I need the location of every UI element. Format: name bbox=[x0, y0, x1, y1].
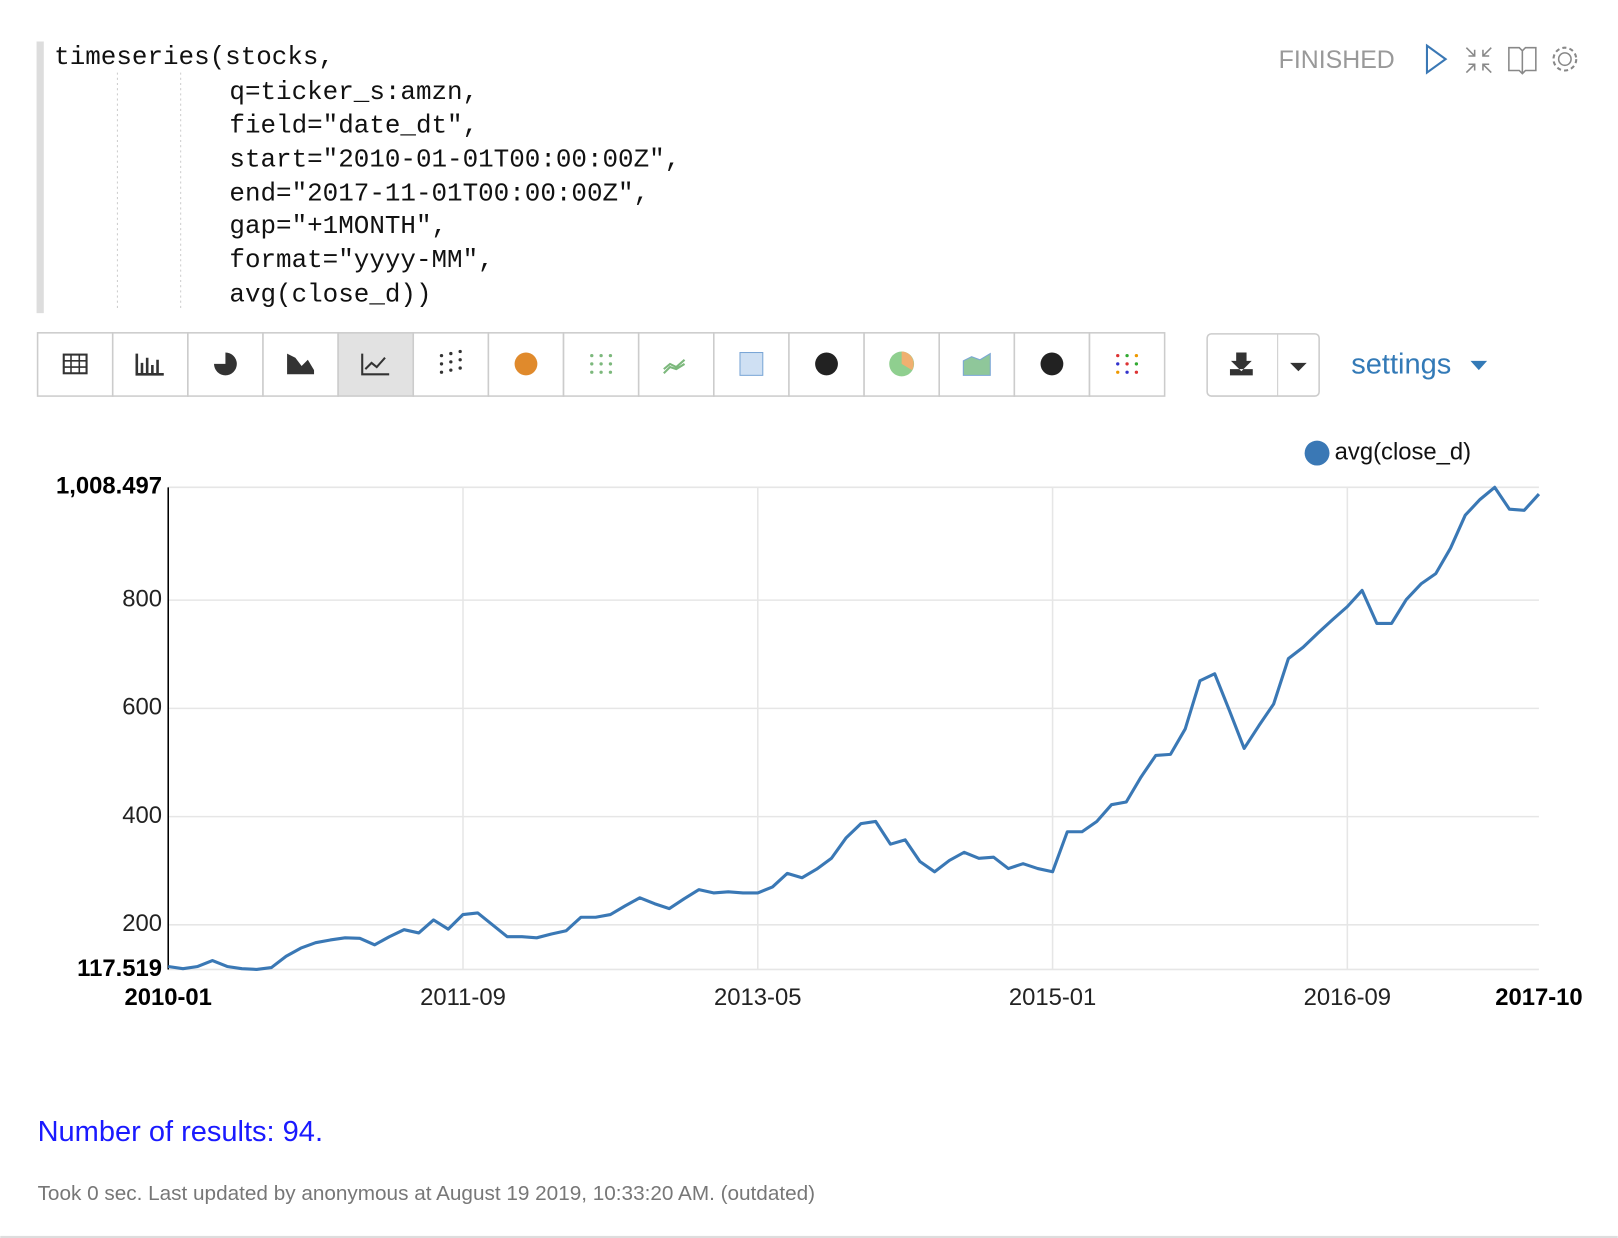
icon bbox=[515, 353, 538, 376]
legend-swatch[interactable] bbox=[1305, 441, 1330, 466]
code-line: format="yyyy-MM", bbox=[229, 245, 493, 275]
chart-toolbar bbox=[38, 333, 1165, 396]
legend-label[interactable]: avg(close_d) bbox=[1335, 438, 1471, 465]
button-icon bbox=[740, 353, 763, 376]
icon bbox=[440, 354, 443, 357]
icon bbox=[449, 360, 452, 363]
y-tick-label: 800 bbox=[122, 585, 162, 612]
icon bbox=[459, 366, 462, 369]
icon bbox=[599, 371, 602, 374]
icon bbox=[740, 353, 763, 376]
icon bbox=[599, 354, 602, 357]
x-tick-label: 2013-05 bbox=[714, 984, 801, 1011]
chart-type-button[interactable] bbox=[338, 333, 413, 396]
icon bbox=[590, 371, 593, 374]
line bbox=[168, 487, 1539, 969]
icon bbox=[440, 362, 443, 365]
icon bbox=[449, 352, 452, 355]
code-line: field="date_dt", bbox=[229, 110, 478, 140]
run-button[interactable] bbox=[1427, 46, 1446, 73]
x-tick-label: 2016-09 bbox=[1304, 984, 1391, 1011]
settings-gear[interactable] bbox=[1553, 48, 1576, 71]
y-tick-label: 117.519 bbox=[77, 955, 162, 982]
line-chart: 117.519 200 400 600 800 1,008.497 2010-01 2011-… bbox=[56, 438, 1583, 1010]
icon bbox=[590, 354, 593, 357]
icon bbox=[1116, 354, 1119, 357]
button-icon bbox=[889, 351, 914, 376]
x-tick-label: 2017-10 bbox=[1495, 984, 1582, 1011]
y-tick-label: 200 bbox=[122, 910, 162, 937]
y-tick-label: 600 bbox=[122, 694, 162, 721]
status: FINISHED bbox=[1279, 46, 1395, 74]
caret[interactable] bbox=[1471, 361, 1488, 370]
button-icon bbox=[815, 353, 838, 376]
button-icon bbox=[515, 353, 538, 376]
collapse-button[interactable] bbox=[1466, 48, 1491, 73]
button-icon bbox=[1041, 353, 1064, 376]
icon bbox=[1135, 354, 1138, 357]
icon bbox=[609, 354, 612, 357]
code-bar bbox=[37, 41, 44, 313]
icon bbox=[1116, 371, 1119, 374]
chart-type-button[interactable] bbox=[413, 333, 488, 396]
code-line: end="2017-11-01T00:00:00Z", bbox=[229, 179, 649, 209]
chart-type-button[interactable] bbox=[38, 333, 113, 396]
icon bbox=[459, 358, 462, 361]
results-count: Number of results: 94. bbox=[38, 1116, 323, 1148]
code-line: timeseries(stocks, bbox=[54, 42, 334, 72]
icon bbox=[815, 353, 838, 376]
settings-gear[interactable] bbox=[1559, 53, 1571, 65]
chart-type-button[interactable] bbox=[263, 333, 338, 396]
icon bbox=[1116, 362, 1119, 365]
icon bbox=[609, 371, 612, 374]
y-tick-label: 400 bbox=[122, 802, 162, 829]
icon bbox=[1135, 362, 1138, 365]
download-group bbox=[1207, 334, 1319, 396]
book-button[interactable] bbox=[1509, 48, 1536, 74]
icon bbox=[599, 362, 602, 365]
icon bbox=[590, 362, 593, 365]
x-tick-label: 2010-01 bbox=[124, 984, 211, 1011]
icon bbox=[1125, 371, 1128, 374]
icon bbox=[459, 350, 462, 353]
code-line: q=ticker_s:amzn, bbox=[229, 77, 478, 107]
icon bbox=[1135, 371, 1138, 374]
code-line: avg(close_d)) bbox=[229, 279, 431, 309]
footer: Took 0 sec. Last updated by anonymous at… bbox=[38, 1182, 816, 1205]
x-tick-label: 2015-01 bbox=[1009, 984, 1096, 1011]
settings-toggle[interactable]: settings bbox=[1351, 349, 1451, 381]
code-line: start="2010-01-01T00:00:00Z", bbox=[229, 145, 680, 175]
code-line: gap="+1MONTH", bbox=[229, 211, 447, 241]
paragraph-controls[interactable] bbox=[1427, 46, 1576, 74]
icon bbox=[609, 362, 612, 365]
icon bbox=[1125, 362, 1128, 365]
icon bbox=[440, 371, 443, 374]
icon bbox=[1125, 354, 1128, 357]
icon bbox=[449, 368, 452, 371]
x-tick-label: 2011-09 bbox=[420, 984, 506, 1011]
chart-type-button[interactable] bbox=[113, 333, 188, 396]
icon bbox=[1041, 353, 1064, 376]
y-tick-label: 1,008.497 bbox=[56, 473, 162, 500]
chart-type-button[interactable] bbox=[639, 333, 714, 396]
